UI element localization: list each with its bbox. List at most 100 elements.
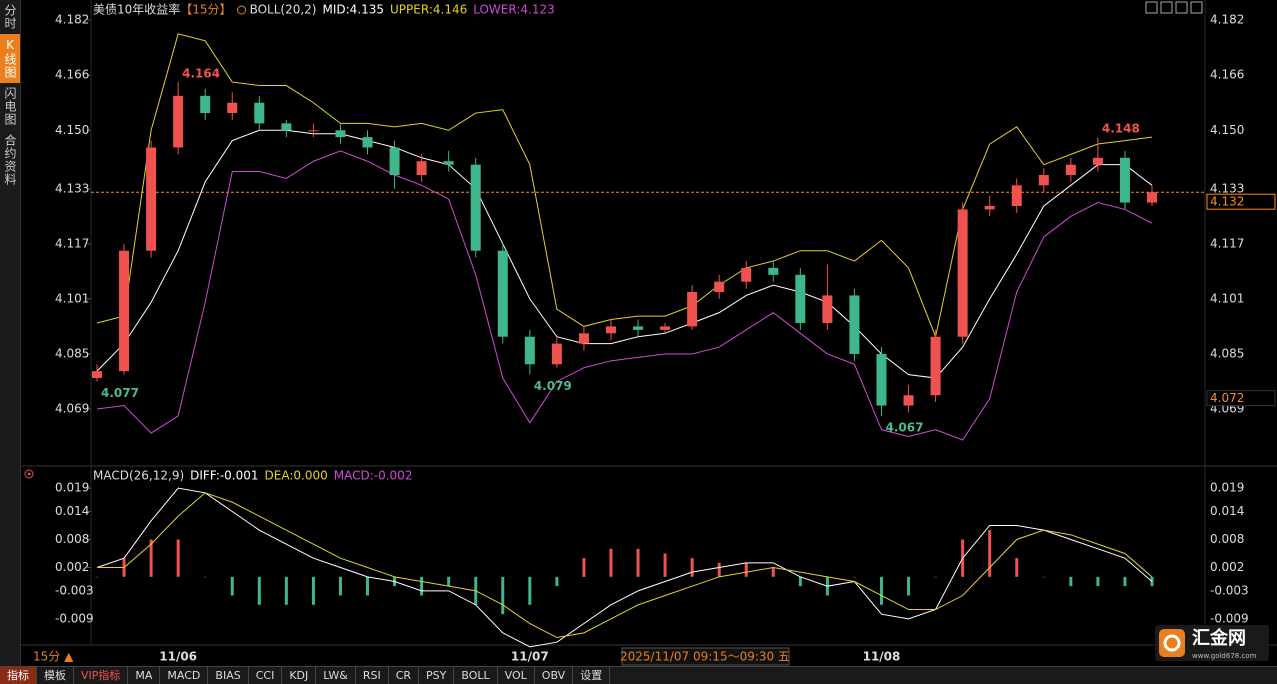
y-tick-label: 4.133 bbox=[1210, 181, 1244, 195]
control-button[interactable] bbox=[1160, 1, 1173, 14]
toolbar-button[interactable]: MACD bbox=[160, 667, 209, 684]
legend-item: UPPER:4.146 bbox=[390, 3, 467, 17]
logo-icon bbox=[1159, 629, 1185, 657]
candle-body bbox=[687, 292, 698, 327]
period-button[interactable]: 15分 ▲ bbox=[33, 650, 74, 664]
candle-body bbox=[633, 326, 644, 330]
toolbar-button[interactable]: 设置 bbox=[573, 667, 611, 684]
candle-body bbox=[1065, 164, 1076, 175]
macd-bar bbox=[852, 576, 856, 578]
macd-bar bbox=[257, 576, 261, 605]
candle-body bbox=[497, 250, 508, 337]
y-tick-label: 4.182 bbox=[55, 13, 89, 27]
side-tab[interactable]: K线图 bbox=[0, 34, 20, 83]
candle-body bbox=[795, 274, 806, 323]
macd-bar bbox=[609, 548, 613, 577]
control-button[interactable] bbox=[1145, 1, 1158, 14]
macd-bar bbox=[1042, 576, 1046, 578]
y-tick-label: -0.003 bbox=[1210, 583, 1249, 597]
macd-bar bbox=[501, 576, 505, 615]
candle-body bbox=[578, 333, 589, 344]
toolbar-button[interactable]: MA bbox=[128, 667, 161, 684]
y-tick-label: 4.166 bbox=[55, 68, 89, 82]
side-tab[interactable]: 合约资料 bbox=[3, 134, 17, 186]
legend-item: DIFF:-0.001 bbox=[190, 469, 258, 483]
logo-icon-mark bbox=[1163, 634, 1181, 652]
low-tag bbox=[1206, 390, 1276, 407]
toolbar-button[interactable]: 指标 bbox=[0, 667, 37, 684]
y-tick-label: 0.019 bbox=[55, 481, 89, 495]
y-tick-label: 4.117 bbox=[55, 236, 89, 250]
candle-body bbox=[768, 267, 779, 275]
candle-body bbox=[254, 102, 265, 124]
candle-body bbox=[1011, 185, 1022, 206]
toolbar-button[interactable]: BOLL bbox=[454, 667, 498, 684]
macd-bar bbox=[1015, 558, 1019, 577]
candle-body bbox=[281, 123, 292, 131]
candle-body bbox=[1092, 157, 1103, 165]
extreme-label: 4.164 bbox=[182, 67, 220, 81]
price-tag bbox=[1206, 193, 1276, 210]
toolbar-button[interactable]: PSY bbox=[419, 667, 455, 684]
candle-body bbox=[416, 161, 427, 175]
candle-body bbox=[308, 130, 319, 132]
boll-line bbox=[96, 129, 1153, 379]
macd-bar bbox=[176, 539, 180, 577]
legend-item: 【15分】 bbox=[180, 3, 231, 17]
candle-body bbox=[984, 205, 995, 210]
y-tick-label: 4.069 bbox=[55, 402, 89, 416]
macd-bar bbox=[95, 576, 99, 578]
extreme-label: 4.067 bbox=[885, 420, 923, 434]
candle-body bbox=[660, 326, 671, 330]
boll-line bbox=[96, 33, 1153, 339]
candle-body bbox=[119, 250, 130, 372]
macd-bar bbox=[366, 576, 370, 596]
candle-body bbox=[957, 209, 968, 337]
side-tab[interactable]: 分时 bbox=[3, 4, 17, 30]
legend-item: 美债10年收益率 bbox=[93, 2, 180, 17]
candle-body bbox=[173, 95, 184, 148]
macd-bar bbox=[447, 576, 451, 587]
macd-bar bbox=[744, 562, 748, 577]
candle-body bbox=[822, 295, 833, 323]
y-tick-label: 0.002 bbox=[55, 560, 89, 574]
macd-bar bbox=[988, 530, 992, 577]
toolbar-button[interactable]: OBV bbox=[535, 667, 574, 684]
macd-bar bbox=[203, 576, 207, 578]
toolbar-button[interactable]: BIAS bbox=[208, 667, 249, 684]
macd-bar bbox=[771, 567, 775, 577]
control-button[interactable] bbox=[1190, 1, 1203, 14]
y-tick-label: 4.150 bbox=[55, 123, 89, 137]
macd-bar bbox=[582, 558, 586, 577]
toolbar-button[interactable]: RSI bbox=[356, 667, 389, 684]
toolbar-button[interactable]: CCI bbox=[249, 667, 283, 684]
legend-item: MACD(26,12,9) bbox=[93, 469, 184, 483]
x-tick-label: 11/07 bbox=[511, 650, 549, 664]
toolbar-button[interactable]: VOL bbox=[498, 667, 535, 684]
side-tab[interactable]: 闪电图 bbox=[3, 87, 17, 126]
y-tick-label: 4.085 bbox=[55, 346, 89, 360]
candle-body bbox=[605, 326, 616, 334]
toolbar-button[interactable]: 模板 bbox=[37, 667, 74, 684]
y-tick-label: 4.101 bbox=[55, 291, 89, 305]
y-tick-label: 4.085 bbox=[1210, 346, 1244, 360]
y-tick-label: 4.101 bbox=[1210, 291, 1244, 305]
candle-body bbox=[146, 147, 157, 251]
y-tick-label: 4.182 bbox=[1210, 13, 1244, 27]
control-button[interactable] bbox=[1175, 1, 1188, 14]
macd-bar bbox=[1069, 576, 1073, 587]
toolbar-button[interactable]: VIP指标 bbox=[74, 667, 129, 684]
toolbar-button[interactable]: CR bbox=[389, 667, 420, 684]
y-tick-label: 4.133 bbox=[55, 181, 89, 195]
toolbar-button[interactable]: LW& bbox=[316, 667, 356, 684]
macd-bar bbox=[717, 562, 721, 577]
sidebar: 分时 K线图 闪电图 合约资料 bbox=[0, 0, 21, 666]
candle-body bbox=[92, 371, 102, 379]
toolbar-button[interactable]: KDJ bbox=[282, 667, 317, 684]
macd-bar bbox=[663, 553, 667, 577]
legend-item: DEA:0.000 bbox=[265, 469, 328, 483]
macd-bar bbox=[1123, 576, 1127, 587]
extreme-label: 4.077 bbox=[101, 386, 139, 400]
settings-icon[interactable] bbox=[24, 469, 34, 479]
y-tick-label: 0.014 bbox=[1210, 504, 1244, 518]
